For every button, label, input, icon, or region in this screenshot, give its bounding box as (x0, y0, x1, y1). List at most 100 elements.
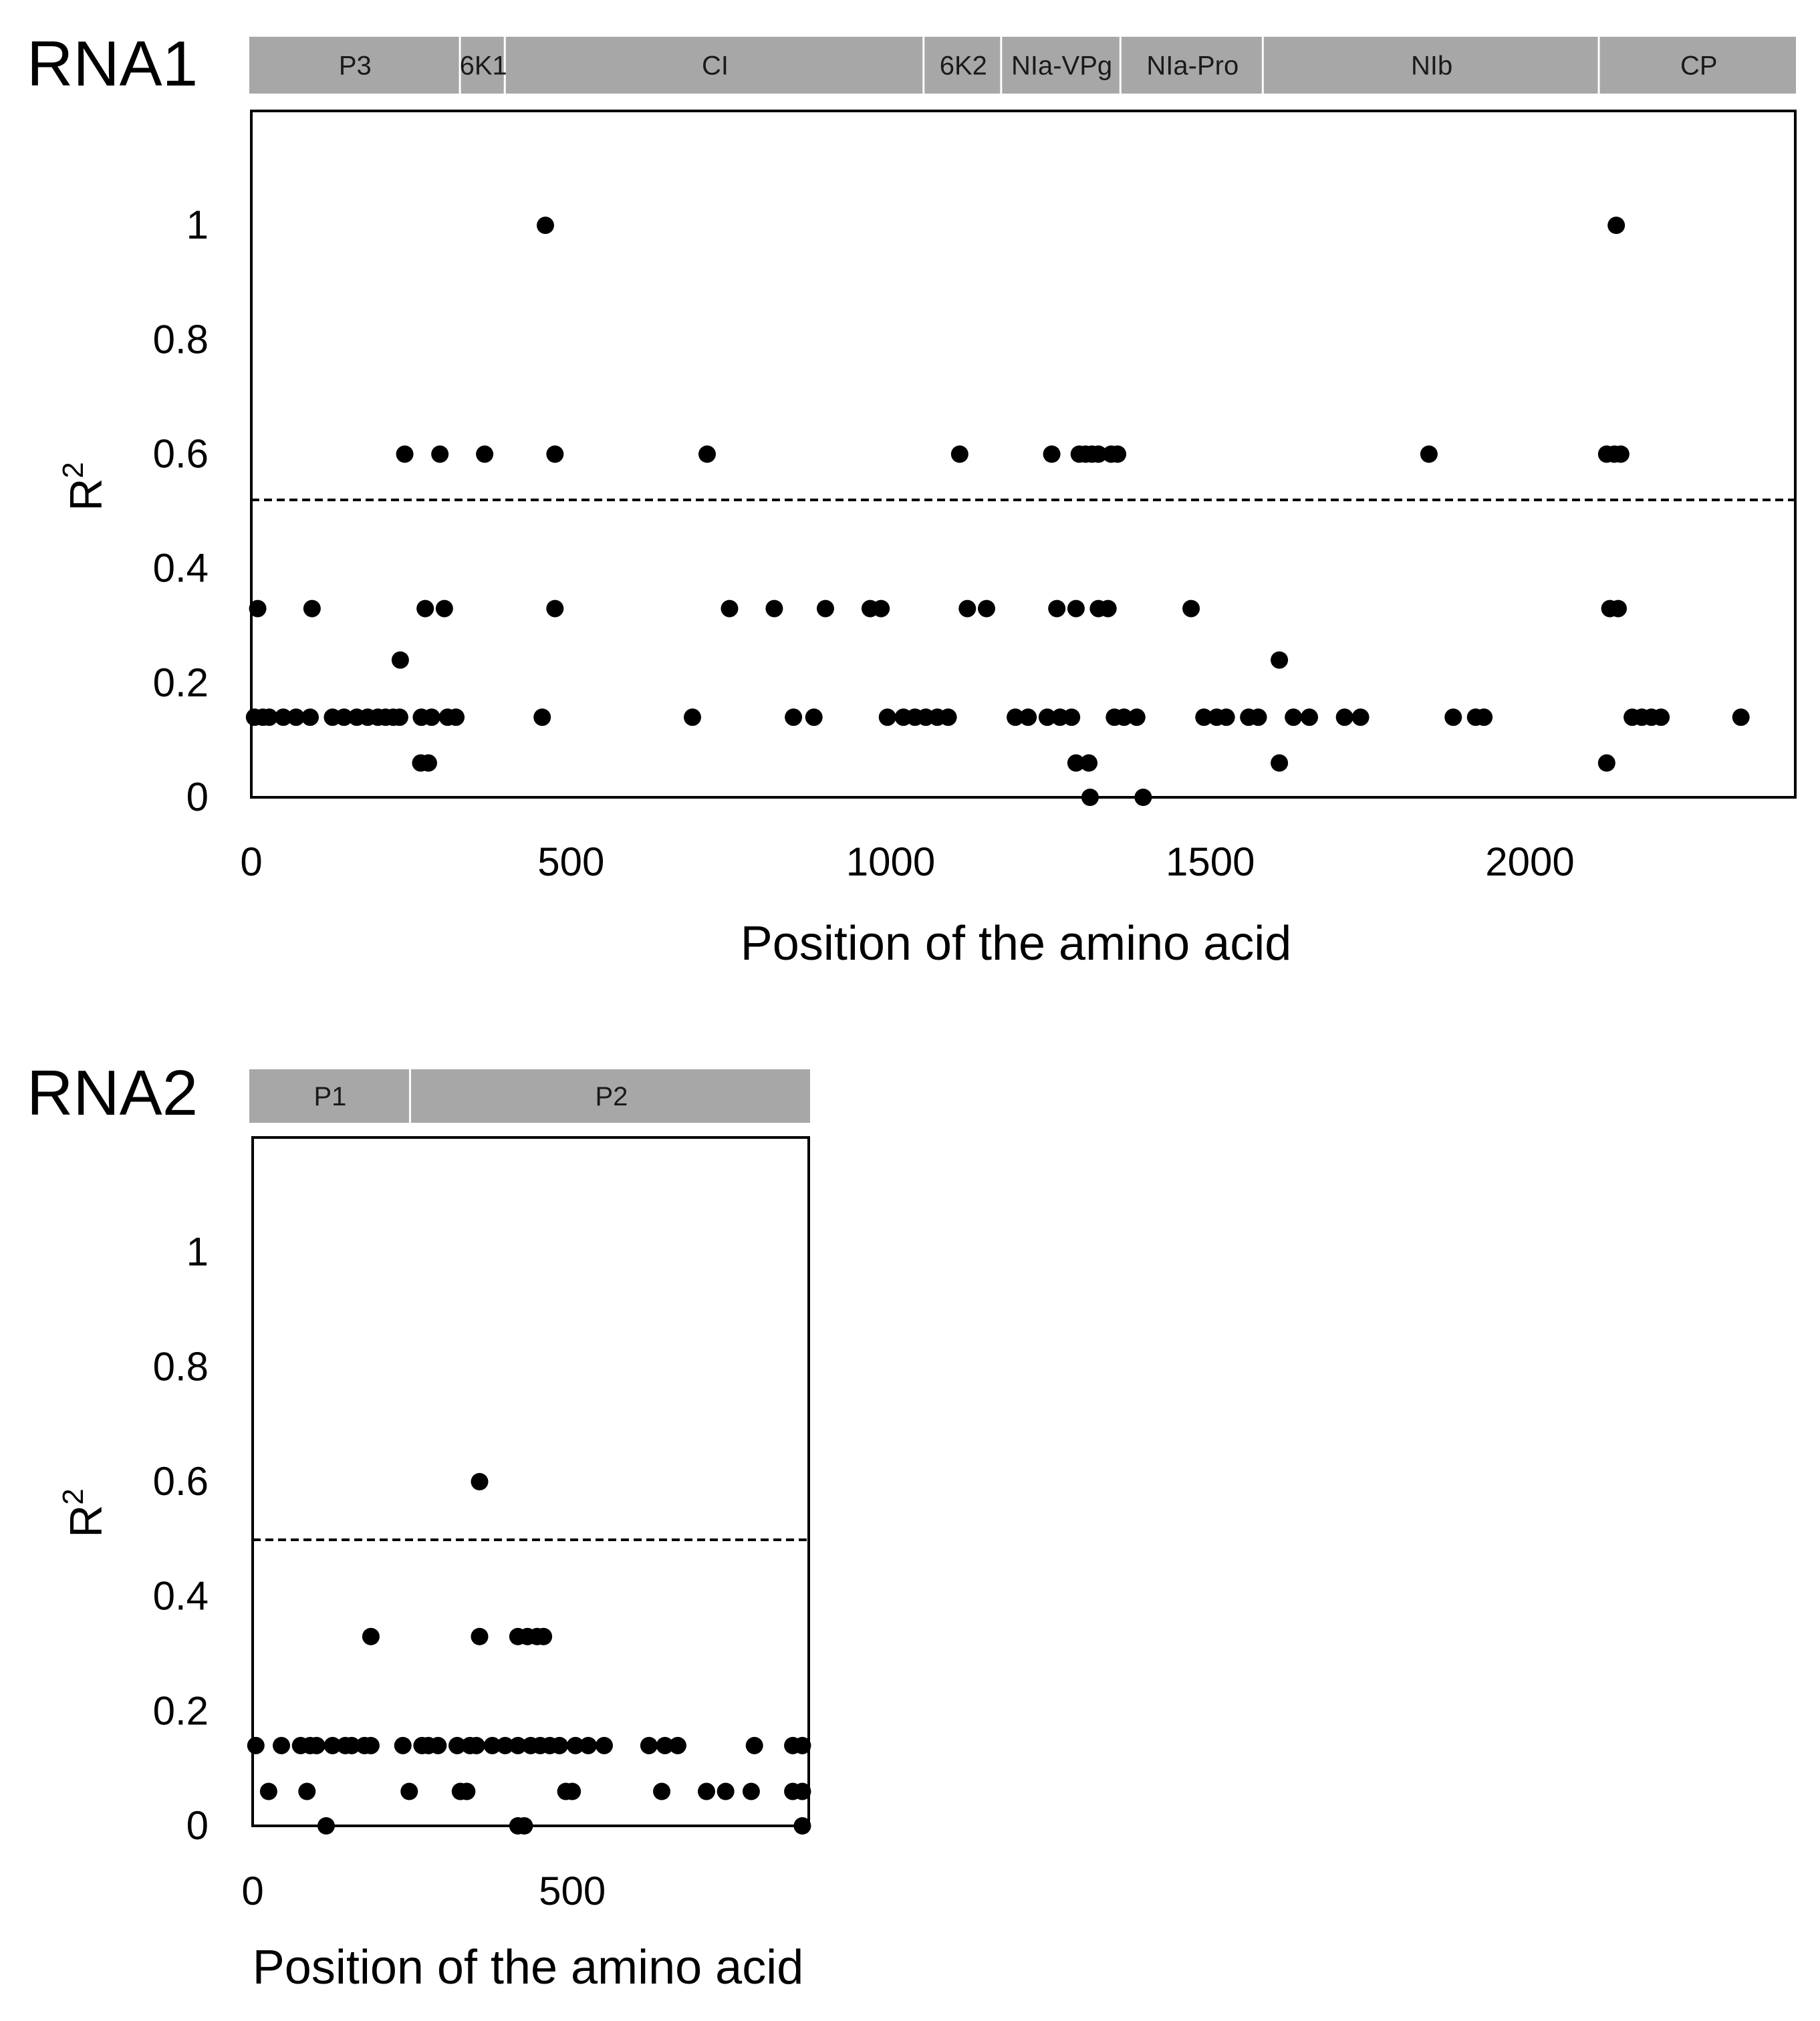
rna1-data-point (1099, 599, 1117, 618)
rna1-region-label: NIa-Pro (1146, 51, 1239, 81)
rna2-data-point (640, 1736, 658, 1754)
rna1-data-point (537, 217, 554, 235)
rna1-data-point (419, 754, 437, 772)
rna1-data-point (1182, 599, 1200, 618)
rna2-y-tick-label: 0.6 (153, 1459, 209, 1504)
rna2-x-tick-label: 0 (241, 1869, 263, 1913)
rna2-y-tick-label: 0 (186, 1803, 209, 1848)
rna1-data-point (872, 599, 890, 618)
rna1-region-nia-pro (1121, 37, 1262, 94)
rna1-points (245, 217, 1750, 806)
rna2-data-point (458, 1782, 476, 1800)
rna2-y-axis-label-text: R (61, 1505, 112, 1538)
rna1-data-point (533, 708, 551, 726)
rna1-data-point (978, 599, 995, 618)
rna1-data-point (816, 599, 834, 618)
rna1-data-point (435, 599, 453, 618)
rna1-data-point (1611, 445, 1630, 463)
rna2-data-point (259, 1782, 277, 1800)
rna2-data-point (273, 1736, 291, 1754)
rna1-x-tick-label: 1500 (1166, 839, 1255, 884)
rna1-data-point (431, 445, 449, 463)
rna2-data-point (563, 1782, 581, 1800)
rna2-panel: RNA2 P1 P2 0 0.2 0.4 0.6 0.8 1 0 500 R2 Positio… (27, 1057, 811, 1994)
rna1-data-point (1067, 599, 1085, 618)
rna1-data-point (447, 708, 465, 726)
rna2-data-point (471, 1627, 489, 1645)
rna1-data-point (335, 708, 353, 726)
rna1-data-point (1301, 708, 1319, 726)
rna1-region-ci (505, 37, 923, 94)
rna1-x-tick-label: 1000 (846, 839, 935, 884)
rna2-data-point (551, 1736, 569, 1754)
rna1-data-point (1115, 708, 1133, 726)
rna2-data-point (429, 1736, 447, 1754)
rna2-x-axis-ticks: 0 500 (241, 1869, 606, 1913)
rna1-data-point (1271, 651, 1289, 669)
rna2-region-p2 (410, 1069, 810, 1123)
rna1-data-point (1420, 445, 1438, 463)
rna1-region-label: CP (1680, 51, 1718, 81)
rna1-region-6k1 (461, 37, 504, 94)
rna1-data-point (422, 708, 440, 726)
rna2-y-axis-ticks: 0 0.2 0.4 0.6 0.8 1 (153, 1230, 209, 1848)
rna1-protein-map: P3 6K1 CI 6K2 NIa-VPg NIa-Pro NIb CP (249, 37, 1796, 94)
rna2-data-point (496, 1736, 514, 1754)
rna1-data-point (1195, 708, 1213, 726)
rna1-y-tick-label: 0.8 (153, 317, 209, 362)
rna2-data-point (509, 1736, 527, 1754)
rna2-data-point (697, 1782, 715, 1800)
rna1-data-point (958, 599, 977, 618)
rna2-data-point (400, 1782, 418, 1800)
rna1-data-point (303, 599, 321, 618)
rna1-region-label: NIb (1411, 51, 1452, 81)
rna2-data-point (793, 1736, 811, 1754)
rna1-data-point (1081, 789, 1099, 806)
rna1-data-point (785, 708, 803, 726)
rna1-x-tick-label: 500 (537, 839, 604, 884)
rna1-region-nib (1263, 37, 1598, 94)
rna1-title: RNA1 (27, 28, 198, 100)
rna1-data-point (287, 708, 305, 726)
rna2-data-point (515, 1817, 533, 1835)
rna2-data-point (595, 1736, 613, 1754)
rna1-data-point (1597, 754, 1615, 772)
rna1-region-label: NIa-VPg (1011, 51, 1112, 81)
rna2-data-point (317, 1817, 335, 1835)
rna1-data-point (684, 708, 701, 726)
rna2-data-point (343, 1736, 361, 1754)
rna1-region-label: 6K2 (940, 51, 987, 81)
rna1-data-point (1217, 708, 1235, 726)
rna2-region-label: P1 (314, 1082, 347, 1111)
rna2-data-point (298, 1782, 316, 1800)
rna1-data-point (1444, 708, 1462, 726)
rna1-data-point (1134, 789, 1152, 806)
rna2-y-tick-label: 1 (186, 1230, 209, 1274)
rna1-data-point (1038, 708, 1056, 726)
rna1-data-point (1067, 754, 1085, 772)
rna2-data-point (742, 1782, 760, 1800)
rna1-data-point (1285, 708, 1303, 726)
rna2-points (247, 1473, 811, 1835)
rna1-data-point (396, 445, 414, 463)
rna1-y-tick-label: 0.4 (153, 546, 209, 591)
rna1-x-axis-label: Position of the amino acid (741, 917, 1291, 970)
rna2-data-point (467, 1736, 485, 1754)
rna1-plot-frame (250, 110, 1797, 799)
rna1-data-point (546, 445, 564, 463)
rna1-panel: RNA1 P3 6K1 CI 6K2 NIa-VPg NIa-Pro NIb CP 00.20… (27, 28, 1797, 970)
rna1-data-point (1043, 445, 1061, 463)
rna1-y-tick-label: 1 (186, 203, 209, 247)
rna1-data-point (390, 708, 408, 726)
rna1-x-tick-label: 0 (240, 839, 262, 884)
rna1-region-6k2 (924, 37, 1001, 94)
rna1-data-point (1019, 708, 1037, 726)
rna1-data-point (416, 599, 434, 618)
rna2-data-point (394, 1736, 412, 1754)
rna1-data-point (274, 708, 292, 726)
rna2-data-point (362, 1736, 380, 1754)
rna2-y-axis-label: R2 (57, 1488, 112, 1538)
rna1-data-point (721, 599, 739, 618)
rna1-data-point (939, 708, 957, 726)
